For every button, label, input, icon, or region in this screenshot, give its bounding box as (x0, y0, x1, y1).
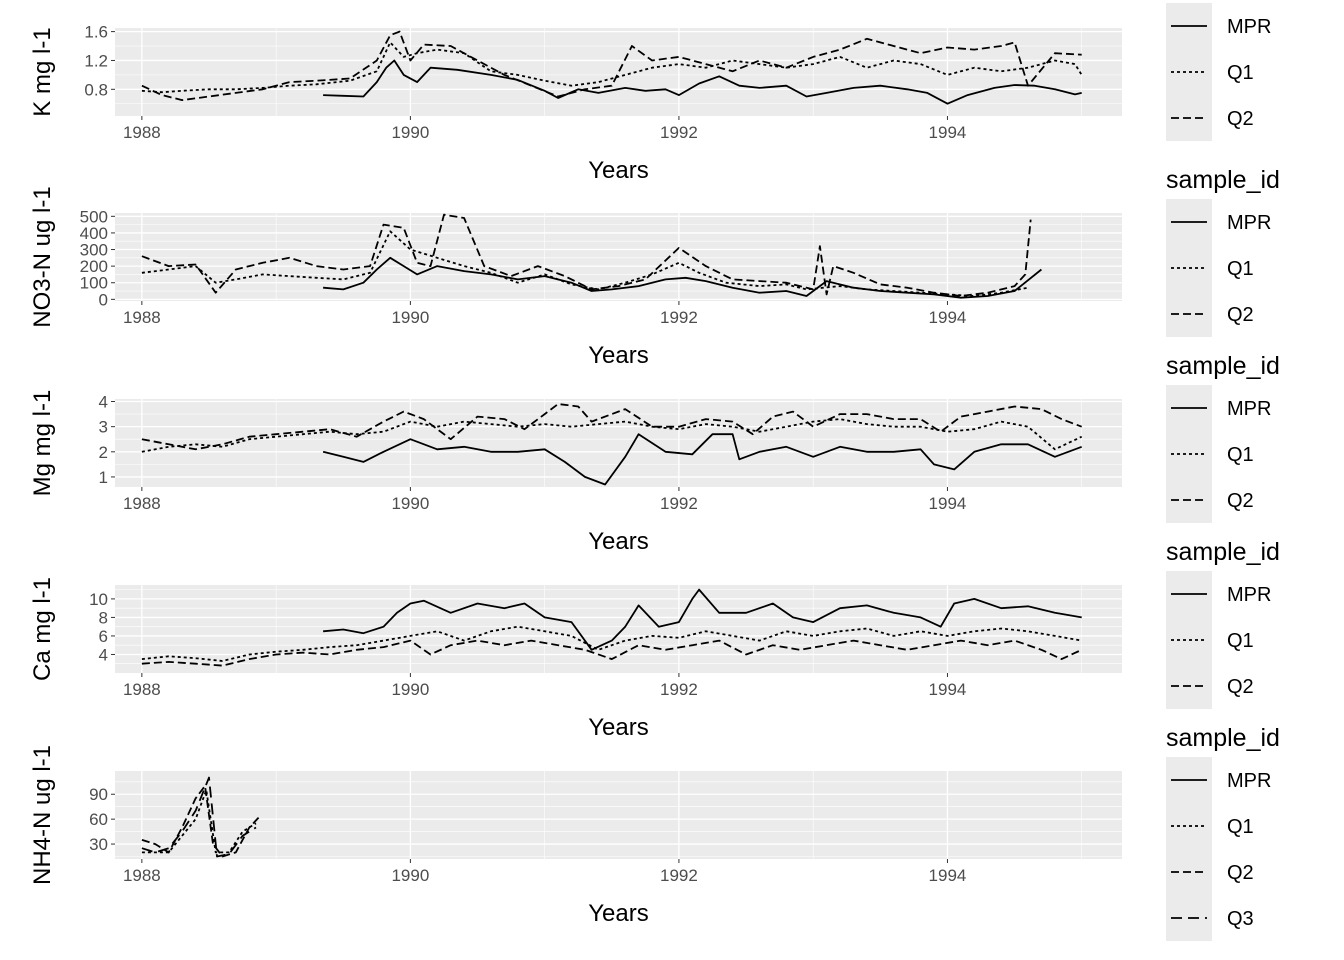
x-tick-label: 1988 (123, 680, 161, 699)
series-line-q1 (141, 625, 1082, 662)
series-line-q2 (141, 213, 1032, 297)
x-tick-label: 1992 (660, 308, 698, 327)
y-axis-title: Mg mg l-1 (29, 390, 56, 497)
series-line-mpr (323, 59, 1082, 105)
y-tick-label: 300 (80, 241, 108, 260)
y-tick-label: 4 (99, 645, 108, 664)
legend-label: Q1 (1227, 816, 1254, 838)
series-line-q2 (141, 403, 1083, 451)
legend-label: Q2 (1227, 862, 1254, 884)
legend-label: MPR (1227, 212, 1271, 234)
series-line-q3 (141, 776, 257, 858)
series-line-q1 (141, 789, 257, 854)
legend-label: MPR (1227, 398, 1271, 420)
legend-title: sample_id (1166, 538, 1280, 566)
panel-5: 1988 1990 1992 1994 30 60 90 Years NH4-N ug l-1 (29, 745, 1122, 927)
x-tick-label: 1988 (123, 308, 161, 327)
series-line-q2 (141, 30, 1082, 101)
y-tick-label: 1.2 (84, 51, 108, 70)
y-tick-label: 90 (89, 785, 108, 804)
x-axis-title: Years (588, 714, 649, 741)
legend-label: MPR (1227, 16, 1271, 38)
legend: sample_id MPR Q1 Q2 (1166, 538, 1280, 709)
y-tick-label: 100 (80, 274, 108, 293)
x-tick-label: 1992 (660, 123, 698, 142)
x-tick-label: 1988 (123, 866, 161, 885)
y-tick-label: 200 (80, 257, 108, 276)
legend-label: Q1 (1227, 258, 1254, 280)
y-axis-title: K mg l-1 (29, 27, 56, 116)
x-tick-label: 1992 (660, 680, 698, 699)
panel-background (115, 771, 1122, 859)
legend-label: Q2 (1227, 676, 1254, 698)
x-tick-label: 1990 (391, 123, 429, 142)
legend-title: sample_id (1166, 166, 1280, 194)
legend-label: Q2 (1227, 304, 1254, 326)
legend: sample_id MPR Q1 Q2 Q3 (1166, 724, 1280, 941)
x-tick-label: 1990 (391, 866, 429, 885)
legend-label: Q2 (1227, 490, 1254, 512)
x-axis-title: Years (588, 342, 649, 369)
legend-label: Q1 (1227, 444, 1254, 466)
y-tick-label: 1 (99, 468, 108, 487)
panel-background (115, 28, 1122, 116)
y-tick-label: 10 (89, 590, 108, 609)
series-line-q1 (141, 230, 1029, 297)
legend-title: sample_id (1166, 352, 1280, 380)
x-axis-title: Years (588, 157, 649, 184)
y-tick-label: 400 (80, 224, 108, 243)
series-line-q2 (141, 639, 1083, 667)
panel-1: 1988 1990 1992 1994 0.8 1.2 1.6 Years K mg l-1 (29, 23, 1122, 184)
y-axis-title: NO3-N ug l-1 (29, 186, 56, 327)
series-line-mpr (323, 588, 1082, 651)
legend-label: Q1 (1227, 630, 1254, 652)
y-axis-title: NH4-N ug l-1 (29, 745, 56, 885)
x-axis-title: Years (588, 900, 649, 927)
legend-label: Q1 (1227, 62, 1254, 84)
x-tick-label: 1992 (660, 866, 698, 885)
x-tick-label: 1990 (391, 308, 429, 327)
legend-title: sample_id (1166, 724, 1280, 752)
legend-label: MPR (1227, 584, 1271, 606)
panel-background (115, 399, 1122, 487)
legend-label: MPR (1227, 770, 1271, 792)
x-axis-title: Years (588, 528, 649, 555)
y-tick-label: 4 (99, 393, 108, 412)
y-tick-label: 60 (89, 810, 108, 829)
x-tick-label: 1988 (123, 123, 161, 142)
panel-3: 1988 1990 1992 1994 1 2 3 4 Years Mg mg l-1 (29, 390, 1122, 555)
y-tick-label: 1.6 (84, 23, 108, 42)
y-tick-label: 30 (89, 835, 108, 854)
series-line-mpr (323, 256, 1042, 299)
x-tick-label: 1994 (929, 123, 967, 142)
y-tick-label: 3 (99, 418, 108, 437)
legend: sample_id MPR Q1 Q2 (1166, 352, 1280, 523)
x-tick-label: 1994 (929, 494, 967, 513)
series-line-q1 (141, 41, 1083, 94)
x-tick-label: 1994 (929, 680, 967, 699)
x-tick-label: 1990 (391, 494, 429, 513)
y-tick-label: 2 (99, 443, 108, 462)
x-tick-label: 1992 (660, 494, 698, 513)
legend-label: Q3 (1227, 908, 1254, 930)
series-line-mpr (322, 433, 1083, 486)
y-tick-label: 8 (99, 608, 108, 627)
x-tick-label: 1994 (929, 866, 967, 885)
x-tick-label: 1990 (391, 680, 429, 699)
legend: sample_id MPR Q1 Q2 (1166, 166, 1280, 337)
legend: MPR Q1 Q2 (1166, 3, 1271, 141)
y-tick-label: 0.8 (84, 80, 108, 99)
y-tick-label: 0 (99, 290, 108, 309)
x-tick-label: 1988 (123, 494, 161, 513)
y-axis-title: Ca mg l-1 (29, 577, 56, 681)
x-tick-label: 1994 (929, 308, 967, 327)
series-line-q1 (141, 418, 1083, 453)
legend-label: Q2 (1227, 108, 1254, 130)
y-tick-label: 6 (99, 627, 108, 646)
y-tick-label: 500 (80, 207, 108, 226)
panel-background (115, 585, 1122, 673)
